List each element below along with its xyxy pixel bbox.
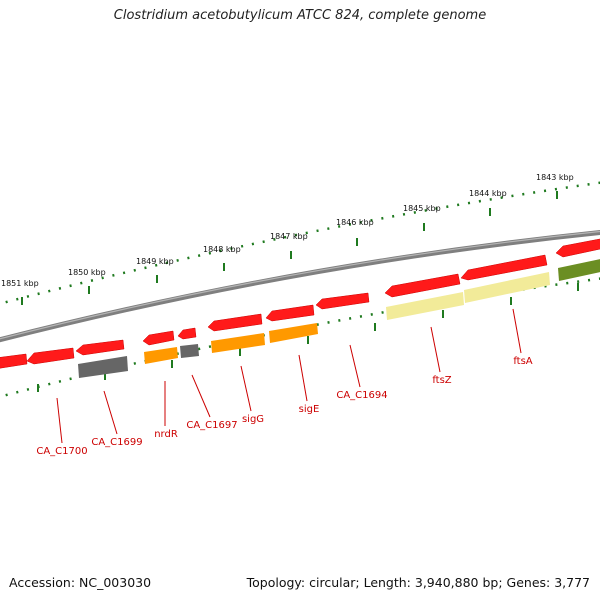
feature-orange-sige[interactable] [269,323,318,343]
gene-arrow-next[interactable] [555,238,600,258]
gene-label-ca-c1699[interactable]: CA_C1699 [91,437,142,448]
feature-orange-nrdr[interactable] [144,347,178,364]
gene-arrow-ftsa[interactable] [460,254,548,281]
outer-major-ticks [21,191,558,305]
gene-label-ca-c1694[interactable]: CA_C1694 [336,390,387,401]
genome-backbone-highlight [0,230,600,340]
ruler-label-1846: 1846 kbp [336,218,374,227]
gene-arrow-ftsz[interactable] [384,273,461,298]
map-title: Clostridium acetobutylicum ATCC 824, com… [113,8,487,23]
gene-arrow-ca-c1699[interactable] [75,339,125,356]
inner-major-ticks [37,283,579,392]
gene-arrow-ca-c1700[interactable] [26,347,75,365]
ruler-label-1849: 1849 kbp [136,257,174,266]
gene-arrow-ca-c1700-left[interactable] [0,353,28,369]
feature-orange-sigg[interactable] [211,333,265,353]
inner-ruler-track [0,277,600,398]
gene-label-ca-c1700[interactable]: CA_C1700 [36,446,87,457]
topology-text: Topology: circular; Length: 3,940,880 bp… [246,575,590,590]
gene-label-sigg[interactable]: sigG [242,414,264,425]
feature-olive-next[interactable] [558,258,600,281]
genome-backbone [0,230,600,343]
gene-arrow-sige[interactable] [265,304,315,322]
ruler-label-1850: 1850 kbp [68,268,106,277]
lane-features [78,258,600,378]
lane-cds-red [0,238,600,369]
accession-text: Accession: NC_003030 [9,575,152,590]
gene-arrow-sigg[interactable] [207,313,263,332]
ruler-label-1843: 1843 kbp [536,173,574,182]
ruler-label-1844: 1844 kbp [469,189,507,198]
feature-yellow-ftsz[interactable] [386,292,464,320]
gene-label-ftsa[interactable]: ftsA [513,356,532,367]
gene-arrow-ca-c1694[interactable] [315,292,370,310]
ruler-label-1845: 1845 kbp [403,204,441,213]
gene-label-ftsz[interactable]: ftsZ [432,375,451,386]
ruler-label-1847: 1847 kbp [270,232,308,241]
gene-arrow-ca-c1697[interactable] [177,327,197,340]
ruler-label-1848: 1848 kbp [203,245,241,254]
gene-label-sige[interactable]: sigE [299,404,320,415]
ruler-label-1851: 1851 kbp [1,279,39,288]
gene-arrow-nrdr[interactable] [142,330,175,346]
label-leaders [56,308,522,444]
outer-ruler-track [0,181,600,305]
gene-label-nrdr[interactable]: nrdR [154,429,178,440]
feature-gray-ca-c1697[interactable] [180,344,199,358]
feature-gray-ca-c1699[interactable] [78,356,128,378]
feature-yellow-ftsa[interactable] [464,272,550,303]
gene-label-ca-c1697[interactable]: CA_C1697 [186,420,237,431]
